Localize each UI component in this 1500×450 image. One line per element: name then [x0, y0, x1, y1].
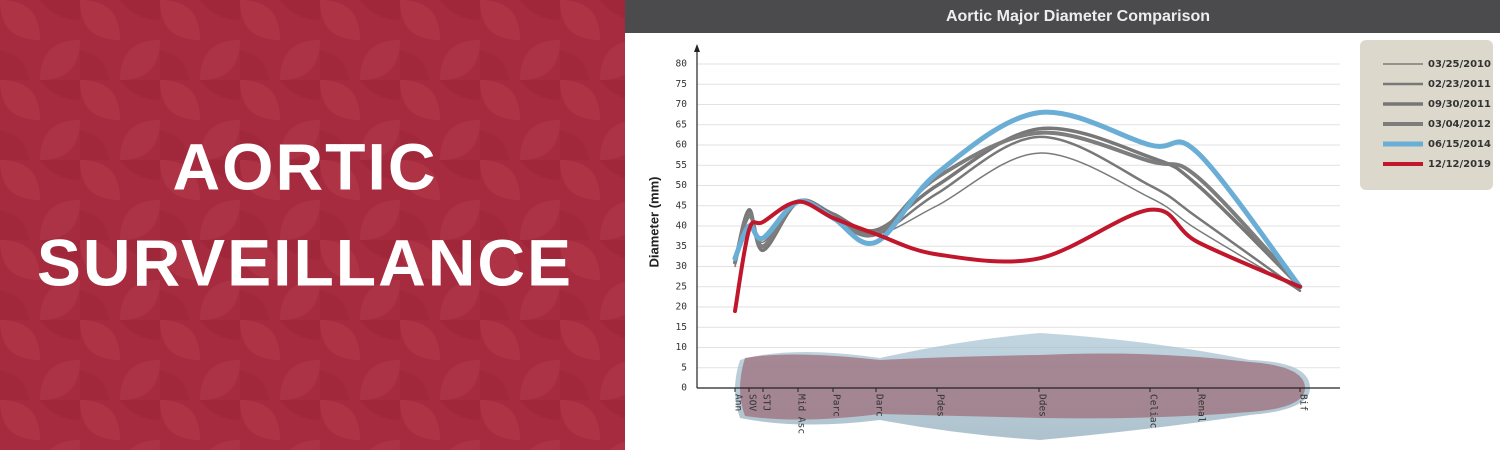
- y-tick-label: 65: [676, 119, 687, 130]
- y-tick-label: 55: [676, 160, 687, 171]
- series-line: [733, 199, 1302, 314]
- y-tick-label: 75: [676, 79, 687, 90]
- series-line: [732, 109, 1303, 290]
- y-tick-label: 50: [676, 180, 688, 191]
- y-tick-label: 15: [676, 322, 687, 333]
- x-tick-label: Mid Asc: [796, 394, 807, 434]
- legend-label: 09/30/2011: [1428, 99, 1491, 110]
- y-tick-label: 10: [676, 342, 688, 353]
- x-tick-label: Darc: [874, 394, 885, 417]
- y-tick-label: 25: [676, 281, 687, 292]
- banner-title: AORTIC: [173, 129, 438, 203]
- y-tick-label: 30: [676, 261, 688, 272]
- x-tick-label: Celiac: [1148, 394, 1159, 428]
- axis-arrow: [694, 44, 700, 52]
- legend-label: 06/15/2014: [1428, 139, 1491, 150]
- x-tick-label: Parc: [831, 394, 842, 417]
- x-tick-label: Pdes: [935, 394, 946, 417]
- chart-header: [625, 0, 1500, 33]
- banner-pattern: [0, 0, 625, 450]
- y-tick-label: 20: [676, 302, 688, 313]
- aorta-silhouette: [735, 333, 1310, 440]
- y-tick-label: 80: [676, 59, 688, 70]
- legend-label: 03/04/2012: [1428, 119, 1491, 130]
- x-tick-label: Ann: [733, 394, 744, 411]
- y-tick-label: 45: [676, 200, 687, 211]
- legend-box: [1360, 40, 1493, 190]
- y-tick-label: 0: [681, 383, 687, 394]
- legend-label: 12/12/2019: [1428, 159, 1491, 170]
- y-tick-label: 40: [676, 221, 688, 232]
- y-tick-label: 5: [681, 362, 687, 373]
- series-line: [733, 135, 1302, 293]
- x-tick-label: Ddes: [1037, 394, 1048, 417]
- y-tick-label: 70: [676, 99, 688, 110]
- x-tick-label: STJ: [761, 394, 772, 411]
- y-tick-label: 60: [676, 140, 688, 151]
- chart-title: Aortic Major Diameter Comparison: [946, 8, 1210, 25]
- x-tick-label: Renal: [1196, 394, 1207, 423]
- y-tick-label: 35: [676, 241, 687, 252]
- legend-label: 03/25/2010: [1428, 59, 1491, 70]
- series-line: [734, 152, 1301, 292]
- x-tick-label: SOV: [747, 394, 758, 411]
- banner-title: SURVEILLANCE: [37, 225, 573, 299]
- x-tick-label: Bif: [1298, 394, 1309, 411]
- legend-label: 02/23/2011: [1428, 79, 1491, 90]
- y-axis-label: Diameter (mm): [646, 176, 661, 267]
